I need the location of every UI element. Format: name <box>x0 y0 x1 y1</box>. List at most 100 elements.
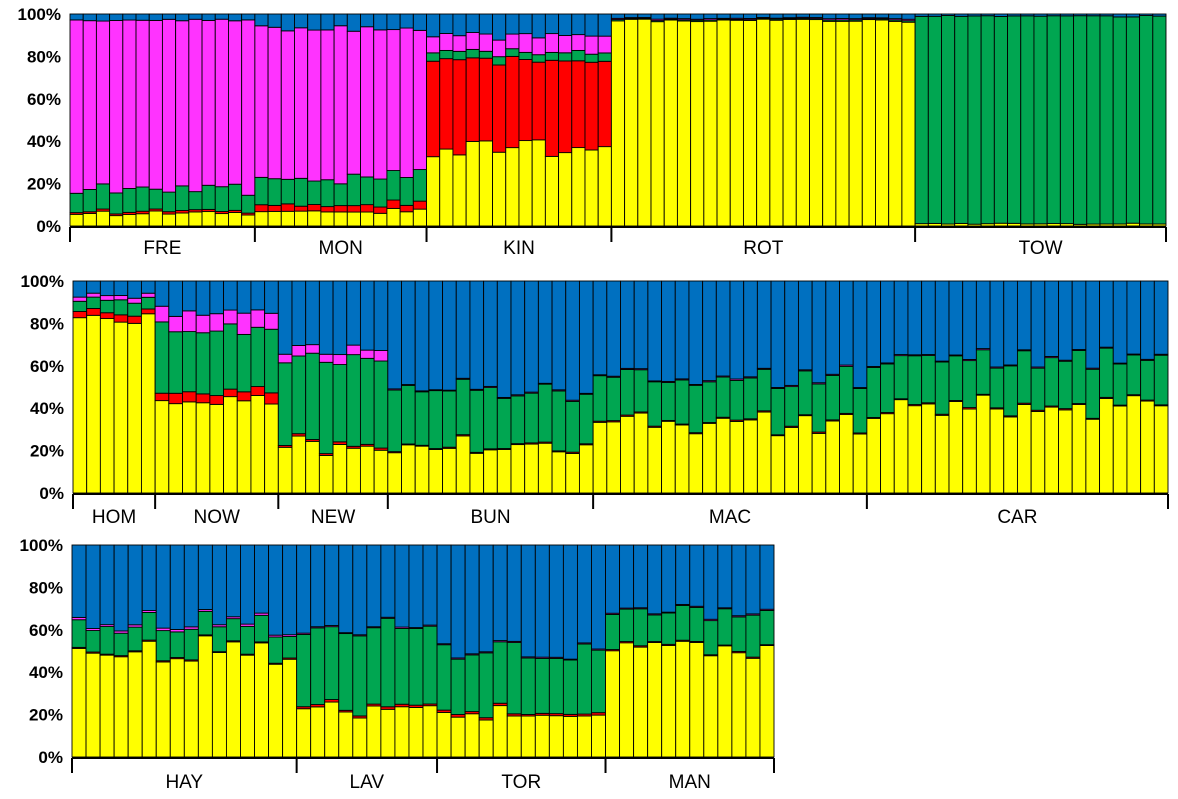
bar-segment-yellow <box>1112 405 1128 494</box>
bar-segment-green <box>338 633 354 711</box>
bar-segment-green <box>715 376 731 418</box>
bar-segment-yellow <box>1003 416 1018 494</box>
bar-segment-yellow <box>880 413 895 494</box>
bar-segment-green <box>450 658 466 715</box>
bar-segment-green <box>380 617 396 708</box>
bar-segment-blue <box>975 280 991 350</box>
bar-segment-green <box>127 626 143 652</box>
bar-segment-blue <box>352 544 368 636</box>
bar-segment-blue <box>647 544 663 615</box>
bar-segment-blue <box>888 13 903 20</box>
bar-segment-blue <box>373 13 388 31</box>
bar-segment-blue <box>387 280 402 390</box>
bar-segment-green <box>578 393 594 445</box>
bar-segment-blue <box>408 544 424 629</box>
bar-segment-green <box>373 360 389 449</box>
bar-segment-blue <box>99 544 115 626</box>
bar-segment-green <box>324 626 340 700</box>
bar-segment-green <box>993 15 1008 224</box>
bar-segment-yellow <box>183 660 199 758</box>
bar-segment-magenta <box>267 26 282 180</box>
bar-segment-yellow <box>483 449 498 494</box>
bar-segment-magenta <box>113 295 129 301</box>
bar-segment-green <box>1152 15 1167 225</box>
bar-segment-green <box>310 627 326 705</box>
bar-segment-green <box>661 382 676 421</box>
bar-segment-green <box>633 369 649 413</box>
bar-segment-yellow <box>531 139 546 227</box>
bar-segment-magenta <box>346 30 361 175</box>
bar-segment-yellow <box>731 652 747 758</box>
chart-panel-1: 0% 20% 40% 60% 80% 100% FRE MON KIN ROT TOW <box>18 5 1167 259</box>
bar-segment-magenta <box>148 19 163 190</box>
bar-segment-red <box>127 315 142 324</box>
bar-segment-green <box>236 333 252 393</box>
bar-segment-blue <box>373 280 389 351</box>
bar-segment-green <box>510 395 526 445</box>
bar-segment-blue <box>1085 280 1101 369</box>
bar-segment-yellow <box>332 444 348 494</box>
bar-segment-yellow <box>240 654 255 758</box>
bar-segment-yellow <box>352 717 368 758</box>
bar-segment-green <box>518 51 533 60</box>
bar-segment-yellow <box>135 213 150 227</box>
bar-segment-blue <box>195 280 211 316</box>
bar-segment-blue <box>478 544 494 653</box>
bar-segment-blue <box>756 280 772 369</box>
bar-segment-yellow <box>71 647 87 758</box>
bar-segment-blue <box>731 544 747 617</box>
bar-segment-magenta <box>195 314 211 334</box>
bar-segment-yellow <box>597 146 612 227</box>
bar-segment-magenta <box>188 18 203 193</box>
bar-segment-blue <box>784 280 799 386</box>
bar-segment-blue <box>127 544 143 626</box>
bar-segment-green <box>82 189 97 213</box>
bar-segment-blue <box>109 13 124 21</box>
bar-segment-blue <box>562 544 578 660</box>
bar-segment-yellow <box>155 661 171 758</box>
bar-segment-blue <box>211 544 227 626</box>
bar-segment-red <box>209 395 225 405</box>
bar-segment-magenta <box>175 20 190 187</box>
y-tick-label: 20% <box>29 706 63 725</box>
bar-segment-magenta <box>241 19 256 196</box>
bar-segment-red <box>168 392 183 405</box>
bar-segment-green <box>1059 15 1075 225</box>
bar-segment-green <box>228 183 243 211</box>
bar-segment-yellow <box>797 415 813 494</box>
bar-segment-green <box>268 636 284 664</box>
bar-segment-blue <box>141 544 157 612</box>
bar-segment-yellow <box>408 707 424 758</box>
bar-segment-green <box>674 379 690 425</box>
bar-segment-yellow <box>464 713 480 758</box>
bar-segment-green <box>426 52 441 62</box>
bar-segment-blue <box>675 544 691 605</box>
bar-segment-green <box>1153 354 1169 406</box>
bar-segment-yellow <box>729 19 744 227</box>
bar-segment-green <box>784 386 799 427</box>
bar-segment-yellow <box>360 211 375 227</box>
bar-segment-blue <box>483 280 498 387</box>
bar-segment-yellow <box>1153 405 1169 494</box>
bar-segment-blue <box>250 280 266 311</box>
bar-segment-green <box>99 299 115 314</box>
bar-segment-green <box>914 15 929 225</box>
bar-segment-blue <box>223 280 238 311</box>
bar-segment-yellow <box>324 701 340 758</box>
bar-segment-green <box>386 170 401 201</box>
bar-segment-yellow <box>825 420 840 494</box>
bar-segment-blue <box>267 13 282 28</box>
bar-segment-yellow <box>69 213 84 227</box>
bar-segment-yellow <box>294 210 309 227</box>
bar-segment-green <box>506 642 522 715</box>
bar-segment-green <box>743 377 758 420</box>
bar-segment-blue <box>993 13 1008 17</box>
bar-segment-yellow <box>770 435 786 494</box>
bar-segment-green <box>95 183 111 210</box>
bar-segment-blue <box>1126 280 1142 355</box>
bar-segment-blue <box>980 13 995 17</box>
bar-segment-yellow <box>264 403 279 494</box>
bar-segment-blue <box>214 13 229 20</box>
bar-segment-blue <box>633 280 649 370</box>
bar-segment-red <box>254 204 269 213</box>
